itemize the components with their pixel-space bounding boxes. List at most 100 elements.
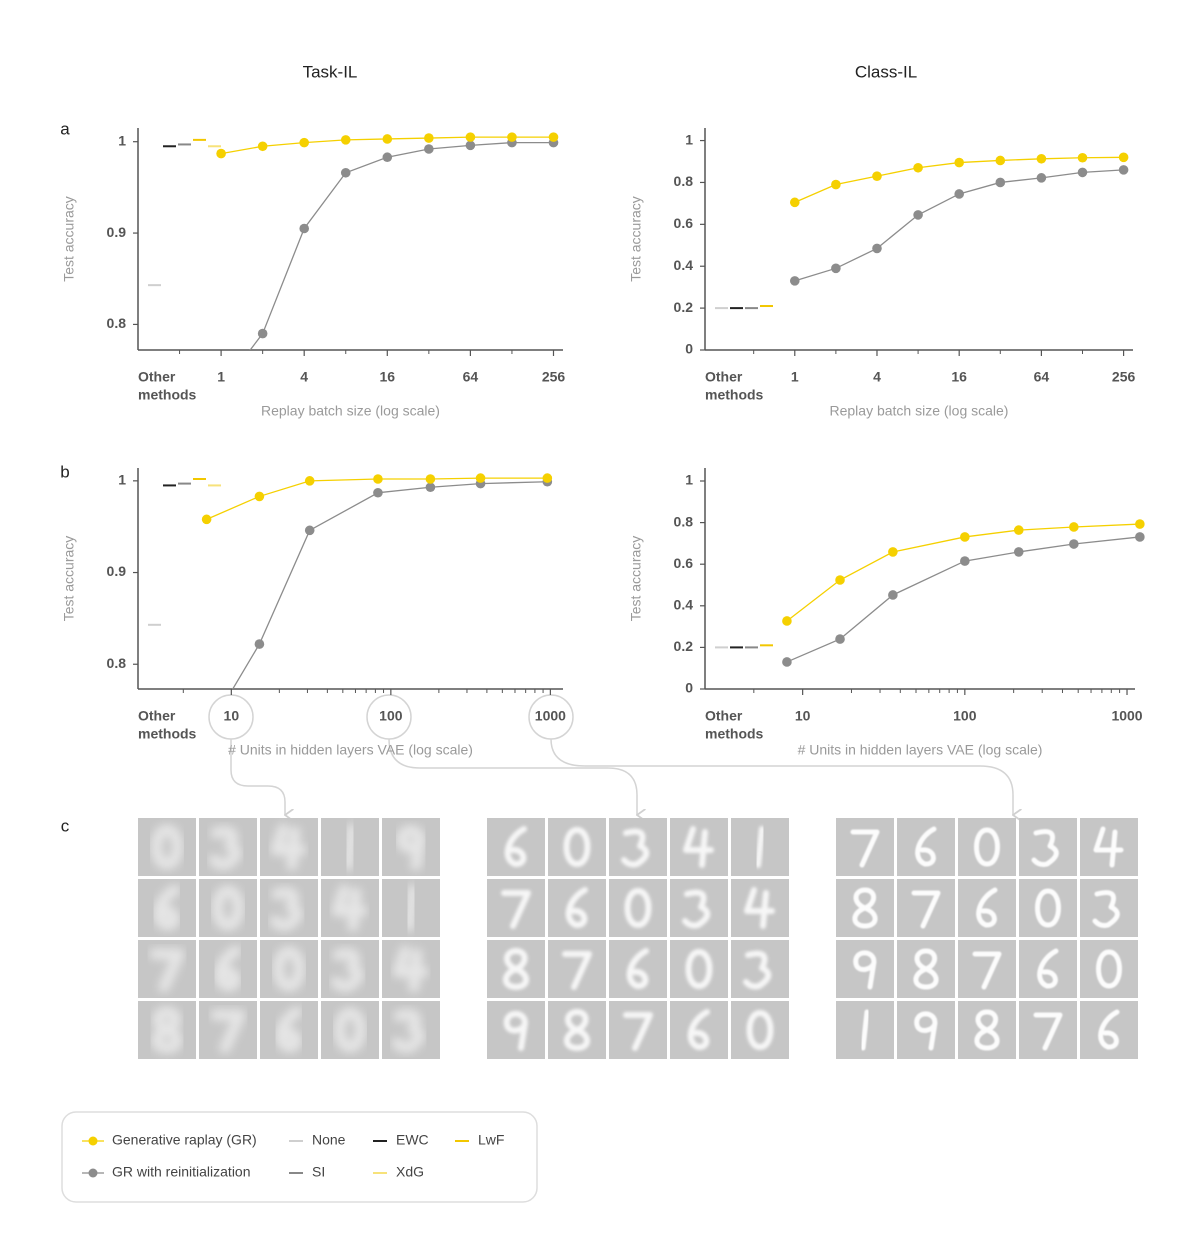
series-point [340, 167, 351, 178]
series-point [913, 210, 923, 220]
sample-digit [974, 827, 1000, 867]
sample-digit [502, 948, 530, 990]
sample-cell [958, 940, 1016, 998]
column-title: Task-IL [303, 62, 358, 81]
y-tick-label: 0.6 [674, 215, 694, 231]
sample-digit [976, 887, 998, 928]
x-tick-label: 64 [463, 369, 479, 385]
sample-digit [151, 1006, 183, 1054]
y-axis-label: Test accuracy [628, 196, 644, 282]
callout-arrow [550, 738, 1013, 815]
series-point [789, 197, 800, 208]
sample-cell [958, 879, 1016, 937]
series-point [299, 223, 309, 234]
sample-digit [914, 1011, 938, 1051]
sample-digit [392, 945, 429, 993]
series-point [507, 132, 517, 142]
x-tick-label: 256 [1112, 369, 1136, 385]
series-point [1118, 165, 1129, 175]
sample-cell [548, 940, 606, 998]
series-point [872, 243, 882, 254]
series-point [257, 141, 268, 152]
legend-marker [88, 1136, 98, 1146]
sample-digit [275, 1006, 303, 1053]
series-point [1069, 539, 1079, 549]
panel-label: c [61, 816, 70, 835]
plot-area [201, 473, 553, 689]
sample-digit [972, 951, 1002, 990]
sample-digit [1098, 1009, 1120, 1050]
series-point [995, 177, 1006, 188]
sample-digit [852, 887, 878, 929]
sample-digit [744, 887, 775, 929]
series-point [373, 487, 383, 498]
column-title: Class-IL [855, 62, 917, 81]
sample-digit [626, 948, 649, 989]
sample-digit [755, 826, 765, 868]
sample-digit [623, 1012, 653, 1051]
y-axis-label: Test accuracy [61, 536, 77, 622]
x-tick-label: 1 [217, 369, 225, 385]
y-tick-label: 0.4 [674, 597, 694, 613]
legend-label: None [312, 1132, 346, 1148]
callouts [208, 694, 1013, 815]
y-axis-label: Test accuracy [628, 536, 644, 622]
sample-digit [1093, 826, 1124, 868]
sample-digit [974, 1009, 1000, 1051]
sample-digit [503, 1010, 528, 1051]
sample-cell [1019, 879, 1077, 937]
sample-digit [743, 950, 772, 990]
sample-digit [853, 950, 877, 990]
sample-digit [685, 949, 713, 989]
y-tick-label: 0.4 [674, 257, 694, 273]
sample-digit [1092, 890, 1120, 928]
series-point [835, 634, 845, 644]
sample-digit [212, 885, 244, 931]
series-point [257, 328, 268, 339]
sample-cell [1080, 940, 1138, 998]
y-tick-label: 0.2 [674, 299, 694, 315]
series-point [888, 547, 898, 557]
sample-digit [269, 887, 303, 931]
series-point [888, 590, 898, 600]
series-point [831, 179, 841, 190]
series-point [954, 157, 964, 168]
sample-digit [682, 889, 711, 929]
y-tick-label: 0.8 [107, 655, 127, 671]
series-point [960, 532, 970, 542]
sample-digit [911, 890, 941, 929]
series-point [1036, 153, 1047, 164]
sample-cell [548, 818, 606, 876]
x-tick-label: 64 [1034, 369, 1050, 385]
x-tick-label: 16 [951, 369, 967, 385]
series-point [254, 491, 265, 502]
series-point [425, 474, 436, 484]
series-point [465, 140, 476, 151]
sample-digit [214, 945, 242, 992]
x-axis-label: Replay batch size (log scale) [830, 403, 1009, 419]
y-tick-label: 1 [685, 131, 693, 147]
y-tick-label: 1 [118, 472, 126, 488]
sample-cell [958, 818, 1016, 876]
legend-label: XdG [396, 1164, 424, 1180]
legend-label: EWC [396, 1132, 429, 1148]
series-line [794, 169, 1124, 282]
callout-arrow [230, 739, 285, 815]
sample-cell [609, 879, 667, 937]
sample-digit [621, 828, 650, 868]
x-tick-label: 4 [300, 369, 308, 385]
x-axis-label: # Units in hidden layers VAE (log scale) [798, 742, 1043, 758]
x-tick-label: 4 [873, 369, 881, 385]
series-point [872, 171, 882, 181]
sample-cell [1080, 1001, 1138, 1059]
sample-digit [208, 826, 242, 870]
x-tick-label: 1 [791, 369, 799, 385]
sample-digit [746, 1010, 774, 1050]
sample-digit [342, 823, 358, 871]
sample-digit [504, 826, 527, 867]
series-point [1077, 152, 1088, 163]
callout-arrow [388, 738, 637, 815]
sample-cell [1080, 818, 1138, 876]
series-point [299, 137, 309, 148]
sample-digit [149, 948, 185, 993]
